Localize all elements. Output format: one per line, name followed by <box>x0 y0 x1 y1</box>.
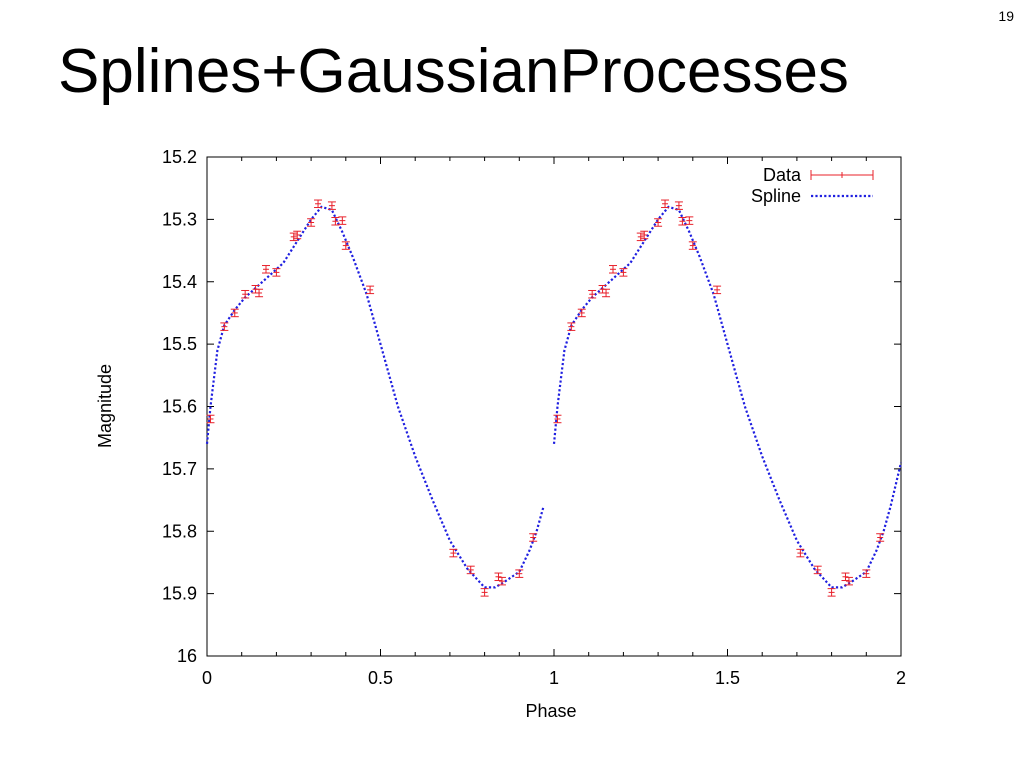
y-axis: 15.2 15.3 15.4 15.5 15.6 15.7 15.8 15.9 16 <box>162 147 901 666</box>
y-tick-label: 16 <box>177 646 197 666</box>
data-point <box>529 533 538 542</box>
y-tick-label: 15.4 <box>162 272 197 292</box>
data-point <box>449 548 458 558</box>
data-point <box>206 414 215 424</box>
data-point <box>307 218 316 227</box>
data-point <box>619 268 628 277</box>
data-point <box>327 201 336 210</box>
data-point <box>255 288 264 298</box>
y-tick-label: 15.3 <box>162 209 197 229</box>
data-point <box>813 565 822 575</box>
x-tick-label: 0.5 <box>368 668 393 688</box>
data-series <box>206 199 885 597</box>
data-point <box>293 230 302 240</box>
data-point <box>366 285 375 295</box>
data-point <box>713 285 722 295</box>
data-point <box>338 216 347 225</box>
data-point <box>567 322 576 331</box>
data-point <box>636 232 645 242</box>
data-point <box>241 289 250 299</box>
data-point <box>577 308 586 318</box>
data-point <box>661 199 670 209</box>
data-point <box>494 572 503 582</box>
data-point <box>230 308 239 318</box>
spline-line <box>552 205 903 589</box>
data-point <box>876 533 885 542</box>
y-axis-label: Magnitude <box>95 364 115 448</box>
slide-title: Splines+GaussianProcesses <box>58 37 849 106</box>
data-point <box>497 576 506 586</box>
data-point <box>466 565 475 575</box>
data-point <box>654 218 663 227</box>
y-tick-label: 15.6 <box>162 397 197 417</box>
x-tick-label: 1.5 <box>715 668 740 688</box>
y-tick-label: 15.2 <box>162 147 197 167</box>
data-point <box>688 241 697 250</box>
data-point <box>220 322 229 331</box>
x-tick-label: 2 <box>896 668 906 688</box>
data-point <box>331 217 340 226</box>
y-tick-label: 15.9 <box>162 584 197 604</box>
data-point <box>862 569 871 578</box>
spline-series <box>205 205 903 589</box>
spline-line <box>205 205 545 589</box>
data-point <box>261 265 270 274</box>
data-point <box>272 268 281 277</box>
data-point <box>796 548 805 558</box>
data-point <box>602 288 611 298</box>
data-point <box>341 241 350 250</box>
x-axis-label: Phase <box>525 701 576 721</box>
data-point <box>678 217 687 226</box>
plot-frame <box>206 156 902 657</box>
y-tick-label: 15.7 <box>162 459 197 479</box>
data-point <box>289 232 298 242</box>
data-point <box>588 289 597 299</box>
data-point <box>515 569 524 578</box>
data-point <box>553 414 562 424</box>
data-point <box>844 576 853 586</box>
legend-label-spline: Spline <box>751 186 801 206</box>
legend-label-data: Data <box>763 165 802 185</box>
data-point <box>841 572 850 582</box>
data-point <box>480 588 489 597</box>
y-tick-label: 15.8 <box>162 521 197 541</box>
legend-sample-data <box>810 170 874 180</box>
data-point <box>640 230 649 240</box>
x-tick-label: 1 <box>549 668 559 688</box>
data-point <box>674 201 683 210</box>
x-axis: 0 0.5 1 1.5 2 <box>202 157 906 688</box>
slide-number: 19 <box>998 8 1014 24</box>
data-point <box>608 265 617 274</box>
x-tick-label: 0 <box>202 668 212 688</box>
legend: Data Spline <box>751 165 874 206</box>
data-point <box>685 216 694 225</box>
data-point <box>314 199 323 209</box>
data-point <box>827 588 836 597</box>
y-tick-label: 15.5 <box>162 334 197 354</box>
